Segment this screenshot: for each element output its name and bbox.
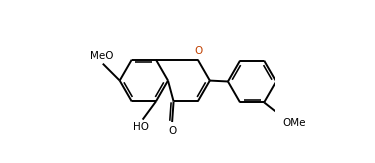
Text: MeO: MeO	[90, 52, 113, 61]
Text: O: O	[195, 46, 203, 56]
Text: HO: HO	[133, 122, 149, 132]
Text: OMe: OMe	[282, 118, 306, 128]
Text: O: O	[168, 126, 176, 136]
